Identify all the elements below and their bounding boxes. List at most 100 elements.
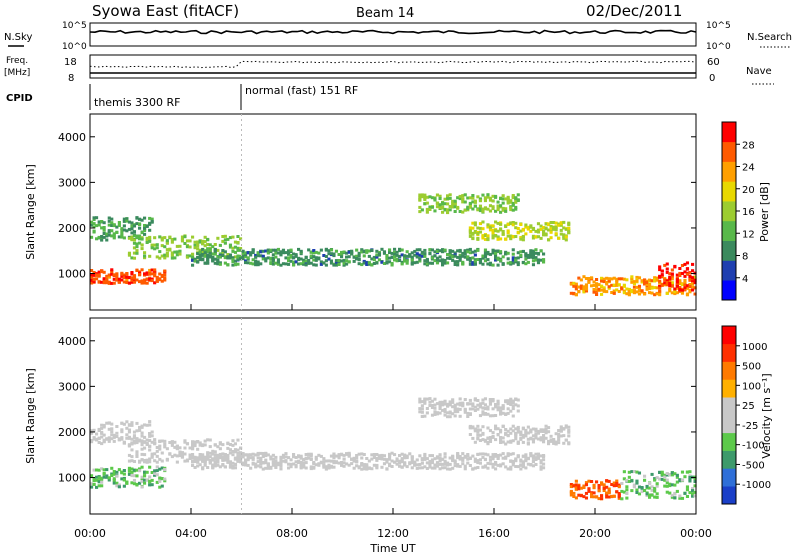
data-cell (476, 461, 480, 465)
data-cell (632, 470, 637, 473)
data-cell (264, 461, 268, 465)
data-cell (261, 254, 265, 258)
data-cell (115, 230, 119, 234)
data-cell (92, 428, 96, 432)
data-cell (504, 207, 508, 211)
data-cell (304, 259, 308, 263)
data-cell (572, 484, 576, 488)
data-cell (443, 261, 447, 265)
data-cell (332, 459, 336, 463)
data-cell (102, 425, 106, 429)
colorbar-tick-label: -500 (742, 460, 765, 471)
data-cell (423, 198, 427, 201)
data-cell (468, 226, 472, 230)
data-cell (645, 484, 649, 488)
data-cell (665, 283, 669, 287)
data-cell (514, 207, 518, 211)
data-cell (279, 250, 283, 254)
data-cell (398, 254, 402, 258)
data-cell (499, 453, 503, 457)
data-cell (491, 457, 495, 461)
data-cell (148, 439, 152, 442)
data-cell (519, 236, 523, 239)
data-cell (143, 423, 147, 427)
data-cell (218, 442, 222, 446)
data-cell (160, 244, 164, 248)
data-cell (236, 235, 240, 238)
data-cell (274, 459, 278, 463)
data-cell (494, 195, 498, 199)
data-cell (312, 250, 316, 254)
data-cell (683, 285, 687, 289)
data-cell (264, 249, 268, 253)
data-cell (143, 232, 147, 236)
data-cell (107, 478, 111, 482)
data-cell (155, 279, 159, 283)
data-cell (140, 447, 144, 451)
data-cell (216, 463, 220, 467)
data-cell (246, 458, 250, 462)
data-cell (584, 277, 589, 280)
data-cell (370, 263, 374, 267)
data-cell (473, 397, 477, 401)
data-cell (130, 441, 134, 445)
data-cell (266, 462, 270, 466)
data-cell (499, 250, 503, 254)
data-cell (511, 256, 515, 260)
data-cell (211, 458, 215, 462)
data-cell (153, 281, 157, 285)
data-cell (208, 455, 212, 459)
data-cell (663, 473, 667, 477)
data-cell (203, 249, 207, 253)
data-cell (433, 254, 437, 258)
data-cell (496, 200, 500, 204)
data-cell (319, 260, 323, 264)
data-cell (481, 254, 485, 258)
data-cell (105, 274, 109, 278)
data-cell (279, 461, 283, 465)
data-cell (259, 462, 263, 466)
data-cell (478, 452, 483, 456)
data-cell (453, 464, 457, 468)
data-cell (145, 271, 149, 275)
data-cell (461, 210, 465, 214)
data-cell (534, 427, 538, 431)
data-cell (544, 232, 548, 236)
data-cell (622, 477, 626, 481)
data-cell (196, 252, 200, 256)
data-cell (607, 487, 611, 491)
data-cell (132, 234, 137, 238)
data-cell (557, 223, 561, 227)
data-cell (627, 475, 631, 479)
data-cell (191, 445, 195, 449)
data-cell (90, 273, 94, 277)
data-cell (685, 272, 690, 276)
data-cell (468, 424, 472, 428)
data-cell (125, 272, 129, 275)
data-cell (239, 446, 243, 450)
data-cell (289, 462, 293, 466)
data-cell (562, 234, 566, 238)
data-cell (491, 231, 495, 235)
data-cell (569, 485, 573, 489)
data-cell (302, 457, 306, 461)
data-cell (281, 262, 286, 266)
x-tick-label: 16:00 (478, 527, 510, 540)
data-cell (476, 424, 480, 428)
data-cell (494, 403, 498, 406)
data-cell (226, 453, 230, 457)
data-cell (468, 205, 472, 209)
data-cell (521, 460, 525, 464)
data-cell (471, 196, 475, 200)
data-cell (478, 404, 483, 408)
data-cell (201, 443, 205, 447)
data-cell (645, 287, 649, 290)
data-cell (567, 226, 571, 230)
data-cell (158, 250, 162, 254)
data-cell (357, 465, 361, 469)
data-cell (600, 279, 604, 283)
data-cell (443, 197, 447, 201)
data-cell (228, 451, 233, 455)
data-cell (231, 443, 235, 447)
data-cell (499, 430, 503, 434)
